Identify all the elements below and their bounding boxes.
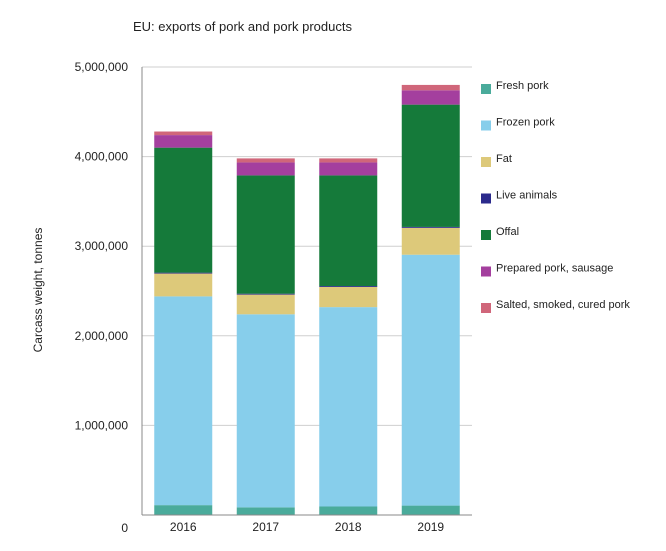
y-tick-label: 3,000,000 bbox=[75, 239, 129, 253]
y-tick-label: 1,000,000 bbox=[75, 418, 129, 432]
bar-segment bbox=[319, 158, 378, 163]
bar-segment bbox=[236, 507, 295, 515]
bar-segment bbox=[154, 273, 213, 297]
legend-swatch bbox=[481, 193, 491, 204]
bar-segment bbox=[236, 293, 295, 295]
bar-segment bbox=[236, 314, 295, 508]
legend-swatch bbox=[481, 84, 491, 94]
bar-segment bbox=[154, 272, 213, 274]
bar-segment bbox=[154, 131, 213, 136]
y-tick-label: 4,000,000 bbox=[75, 150, 129, 164]
bar-segment bbox=[236, 175, 295, 294]
legend-swatch bbox=[481, 303, 491, 313]
legend-swatch bbox=[481, 266, 491, 277]
bar-segment bbox=[319, 162, 378, 176]
y-tick-label: 0 bbox=[121, 521, 128, 535]
legend-label: Frozen pork bbox=[496, 117, 555, 129]
bar-segment bbox=[319, 286, 378, 308]
x-tick-label: 2018 bbox=[335, 520, 362, 534]
legend-swatch bbox=[481, 230, 491, 240]
y-axis-label: Carcass weight, tonnes bbox=[31, 228, 45, 353]
y-tick-label: 5,000,000 bbox=[75, 60, 129, 74]
bar-segment bbox=[401, 84, 460, 91]
x-tick-label: 2017 bbox=[252, 520, 279, 534]
bar-segment bbox=[319, 506, 378, 515]
bar-segment bbox=[401, 227, 460, 255]
y-tick-label: 2,000,000 bbox=[75, 329, 129, 343]
legend-swatch bbox=[481, 120, 491, 131]
bar-segment bbox=[319, 175, 378, 287]
legend: Fresh pork Frozen pork Fat Live animals Offa… bbox=[481, 80, 630, 313]
bar-segment bbox=[236, 294, 295, 315]
bar-segment bbox=[401, 505, 460, 515]
bar-segment bbox=[236, 158, 295, 163]
bar-segment bbox=[401, 104, 460, 227]
bar-segment bbox=[401, 254, 460, 506]
x-tick-label: 2016 bbox=[170, 520, 197, 534]
bar-segment bbox=[154, 505, 213, 515]
bar-segment bbox=[154, 296, 213, 506]
bars bbox=[154, 84, 460, 515]
legend-label: Live animals bbox=[496, 190, 558, 202]
axes: 0 1,000,000 2,000,000 3,000,000 4,000,000 5,0… bbox=[75, 60, 472, 535]
legend-label: Salted, smoked, cured pork bbox=[496, 299, 630, 311]
bar-segment bbox=[154, 135, 213, 148]
chart-title: EU: exports of pork and pork products bbox=[133, 19, 352, 34]
legend-label: Offal bbox=[496, 226, 519, 238]
bar-segment bbox=[401, 90, 460, 105]
legend-label: Fresh pork bbox=[496, 80, 549, 92]
bar-segment bbox=[401, 226, 460, 228]
bar-segment bbox=[319, 307, 378, 507]
bar-segment bbox=[236, 162, 295, 176]
legend-label: Prepared pork, sausage bbox=[496, 263, 613, 275]
x-tick-label: 2019 bbox=[417, 520, 444, 534]
bar-segment bbox=[319, 286, 378, 287]
legend-swatch bbox=[481, 157, 491, 167]
legend-label: Fat bbox=[496, 153, 512, 165]
bar-segment bbox=[154, 147, 213, 273]
